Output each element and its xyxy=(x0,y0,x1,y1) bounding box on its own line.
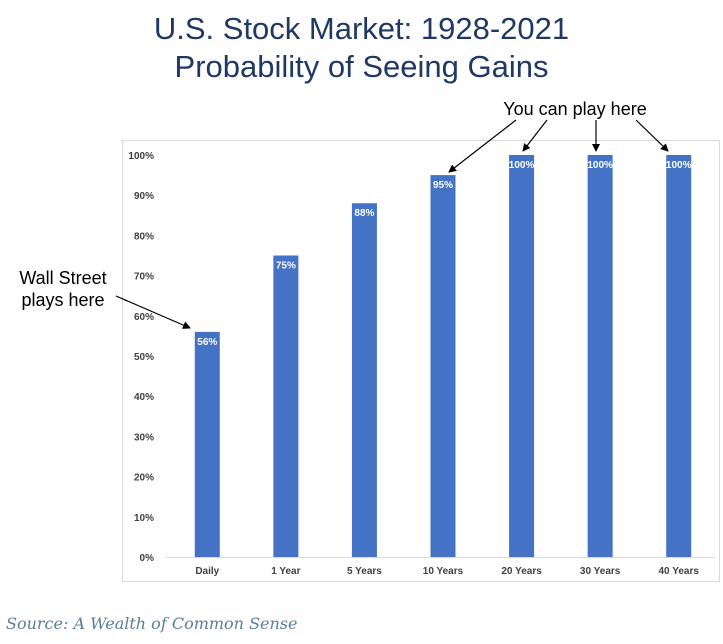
y-tick-label: 20% xyxy=(134,473,154,484)
y-tick-label: 80% xyxy=(134,231,154,242)
y-tick-label: 40% xyxy=(134,392,154,403)
bar xyxy=(194,331,220,557)
y-tick-label: 50% xyxy=(134,352,154,363)
annotation-arrows xyxy=(115,119,669,329)
y-axis: 0% 10% 20% 30% 40% 50% 60% 70% 80% 90% 100% xyxy=(128,151,715,564)
bar xyxy=(666,155,692,557)
bar-data-label: 95% xyxy=(433,180,453,191)
x-tick-label: 40 Years xyxy=(659,566,700,577)
wall-street-annotation-line-2: plays here xyxy=(21,290,105,310)
bars: 56% 75% 88% 95% 100% 100% 100% xyxy=(194,155,692,558)
bar-data-label: 100% xyxy=(587,160,613,171)
bar xyxy=(587,155,613,557)
bar-data-label: 100% xyxy=(666,160,692,171)
bar xyxy=(509,155,535,557)
y-tick-label: 90% xyxy=(134,191,154,202)
wall-street-annotation-line-1: Wall Street xyxy=(19,268,107,288)
y-tick-label: 30% xyxy=(134,432,154,443)
bar xyxy=(351,203,377,558)
chart-title: U.S. Stock Market: 1928-2021 Probability… xyxy=(0,10,723,86)
y-tick-label: 100% xyxy=(128,151,154,162)
y-tick-label: 70% xyxy=(134,272,154,283)
x-tick-label: Daily xyxy=(195,566,219,577)
wall-street-arrow xyxy=(115,295,191,329)
bar-data-label: 100% xyxy=(509,160,535,171)
chart-title-line-2: Probability of Seeing Gains xyxy=(174,49,549,84)
x-tick-label: 10 Years xyxy=(423,566,464,577)
y-tick-label: 60% xyxy=(134,312,154,323)
chart-area xyxy=(122,140,720,582)
bar-data-label: 75% xyxy=(276,261,296,272)
bar xyxy=(430,175,456,557)
x-axis: Daily 1 Year 5 Years 10 Years 20 Years 30 Yea… xyxy=(195,566,699,577)
you-can-play-annotation: You can play here xyxy=(503,99,647,119)
x-tick-label: 1 Year xyxy=(271,566,300,577)
chart-title-line-1: U.S. Stock Market: 1928-2021 xyxy=(153,11,570,46)
you-can-play-arrow-40y xyxy=(635,119,669,152)
source-caption: Source: A Wealth of Common Sense xyxy=(6,614,298,633)
you-can-play-arrow-10y xyxy=(448,119,517,173)
you-can-play-arrow-20y xyxy=(522,119,548,152)
bar-data-label: 56% xyxy=(197,337,217,348)
wall-street-annotation: Wall Street plays here xyxy=(10,267,116,311)
y-tick-label: 0% xyxy=(140,553,155,564)
x-tick-label: 20 Years xyxy=(501,566,542,577)
x-tick-label: 5 Years xyxy=(347,566,382,577)
x-tick-label: 30 Years xyxy=(580,566,621,577)
bar-data-label: 88% xyxy=(354,208,374,219)
bar xyxy=(273,255,299,557)
y-tick-label: 10% xyxy=(134,513,154,524)
